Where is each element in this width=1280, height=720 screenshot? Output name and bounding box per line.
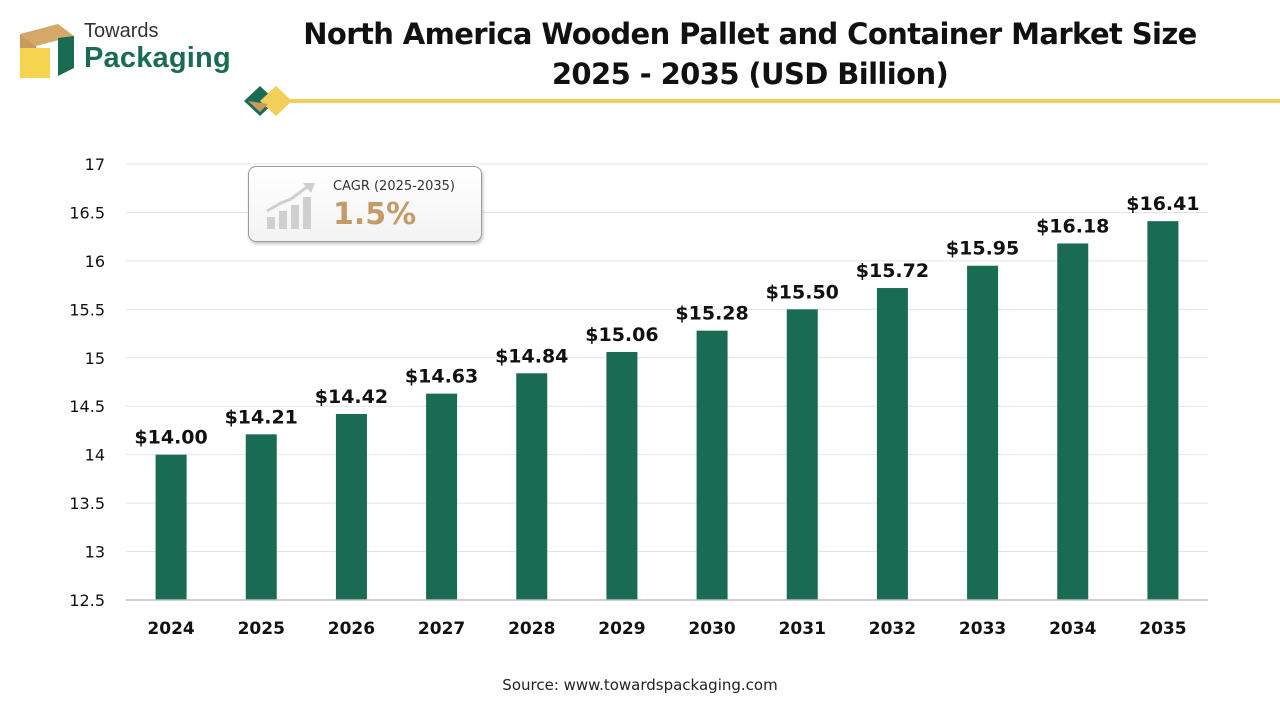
- x-tick-label: 2033: [959, 619, 1006, 639]
- bar-2025: [245, 434, 277, 600]
- data-label-2027: $14.63: [405, 366, 478, 388]
- data-label-2028: $14.84: [495, 345, 568, 367]
- bar-2035: [1147, 221, 1179, 601]
- y-tick-label: 15.5: [69, 300, 105, 319]
- chart-title-line2: 2025 - 2035 (USD Billion): [551, 57, 949, 91]
- y-tick-label: 13: [85, 543, 105, 562]
- chart-title-line1: North America Wooden Pallet and Containe…: [303, 17, 1197, 51]
- y-tick-label: 17: [85, 155, 105, 174]
- divider-diamond-gold: [260, 86, 292, 116]
- bar-2031: [786, 309, 818, 600]
- x-tick-label: 2031: [779, 619, 826, 639]
- x-tick-label: 2026: [328, 619, 375, 639]
- x-tick-label: 2035: [1139, 619, 1186, 639]
- y-tick-label: 15: [85, 349, 105, 368]
- brand-logo: [18, 18, 258, 88]
- x-axis-ticks: 2024 2025 2026 2027 2028 2029 2030 2031 2032 2033…: [147, 619, 1186, 639]
- bar-2028: [516, 373, 548, 600]
- y-tick-label: 14.5: [69, 397, 105, 416]
- source-note: Source: www.towardspackaging.com: [502, 676, 778, 694]
- growth-chart-icon: [266, 183, 315, 229]
- data-label-2030: $15.28: [675, 303, 748, 325]
- data-label-2029: $15.06: [585, 324, 658, 346]
- x-tick-label: 2027: [418, 619, 465, 639]
- y-tick-label: 12.5: [69, 591, 105, 610]
- chart-bars: [155, 221, 1179, 601]
- x-tick-label: 2029: [598, 619, 645, 639]
- cagr-callout: CAGR (2025-2035) 1.5%: [248, 166, 482, 242]
- chart-title: North America Wooden Pallet and Containe…: [300, 14, 1200, 94]
- bar-2030: [696, 330, 728, 600]
- data-label-2032: $15.72: [856, 260, 929, 282]
- y-tick-label: 16.5: [69, 203, 105, 222]
- data-label-2024: $14.00: [134, 427, 207, 449]
- chart-data-labels: $14.00 $14.21 $14.42 $14.63 $14.84 $15.06 $15.…: [134, 193, 1199, 449]
- chart-gridlines: [126, 163, 1208, 601]
- data-label-2026: $14.42: [315, 386, 388, 408]
- bar-2026: [335, 413, 367, 600]
- x-tick-label: 2028: [508, 619, 555, 639]
- data-label-2035: $16.41: [1126, 193, 1199, 215]
- brand-name-top: Towards: [84, 20, 159, 42]
- bar-2034: [1057, 243, 1089, 600]
- x-tick-label: 2030: [688, 619, 735, 639]
- bar-2024: [155, 454, 187, 600]
- title-divider: [244, 86, 1280, 116]
- y-tick-label: 13.5: [69, 494, 105, 513]
- x-tick-label: 2024: [147, 619, 194, 639]
- box-logo-icon: [20, 24, 74, 78]
- brand-name-bottom: Packaging: [84, 42, 231, 74]
- x-tick-label: 2034: [1049, 619, 1096, 639]
- bar-2027: [426, 393, 458, 600]
- data-label-2025: $14.21: [225, 406, 298, 428]
- x-tick-label: 2032: [869, 619, 916, 639]
- data-label-2033: $15.95: [946, 238, 1019, 260]
- bar-2033: [967, 265, 999, 600]
- data-label-2031: $15.50: [766, 281, 839, 303]
- y-tick-label: 16: [85, 252, 105, 271]
- divider-diamond-tan: [248, 101, 268, 112]
- cagr-label: CAGR (2025-2035): [333, 179, 455, 194]
- data-label-2034: $16.18: [1036, 215, 1109, 237]
- y-tick-label: 14: [85, 446, 105, 465]
- x-tick-label: 2025: [238, 619, 285, 639]
- bar-2029: [606, 351, 638, 600]
- bar-2032: [876, 288, 908, 600]
- cagr-value: 1.5%: [333, 197, 417, 232]
- y-axis-ticks: 12.5 13 13.5 14 14.5 15 15.5 16 16.5 17: [69, 155, 105, 610]
